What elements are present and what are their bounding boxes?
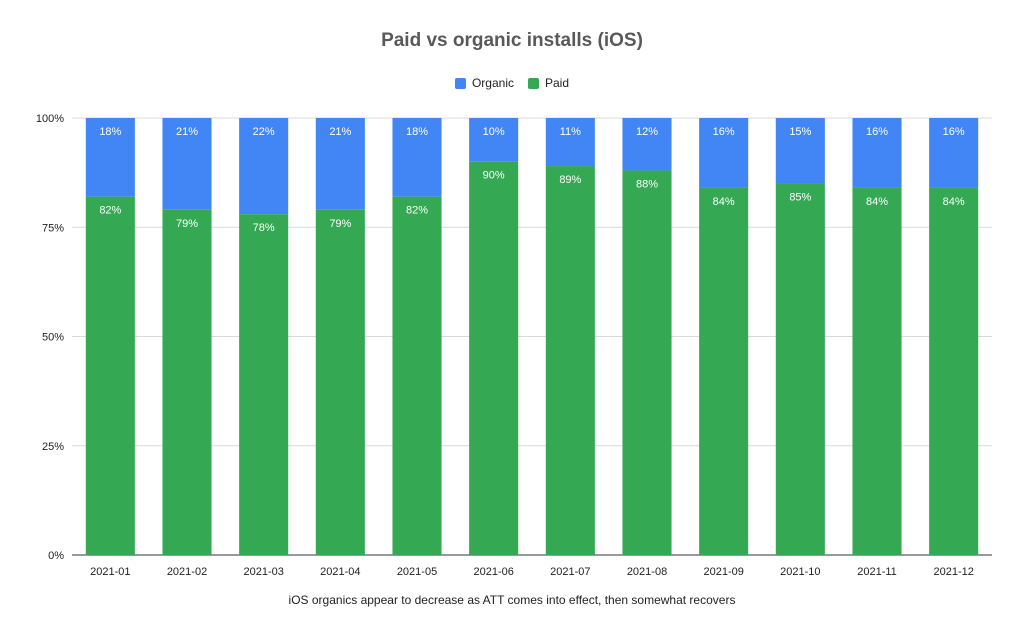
x-tick-label: 2021-11	[857, 566, 897, 578]
x-tick-label: 2021-02	[167, 566, 207, 578]
legend-swatch-paid	[528, 77, 539, 89]
x-tick-label: 2021-01	[90, 566, 130, 578]
y-tick-label: 0%	[48, 550, 64, 562]
data-label: 21%	[329, 126, 351, 138]
data-label: 82%	[406, 205, 428, 217]
bar-segment-paid	[315, 209, 365, 555]
bar-segment-organic	[775, 118, 825, 184]
x-tick-label: 2021-10	[780, 566, 820, 578]
chart-title: Paid vs organic installs (iOS)	[381, 30, 643, 51]
data-label: 18%	[99, 126, 121, 138]
bar-segment-organic	[545, 118, 595, 167]
legend-item-organic[interactable]: Organic	[454, 76, 514, 90]
x-tick-label: 2021-05	[397, 566, 437, 578]
bar-segment-paid	[775, 183, 825, 556]
bar-segment-paid	[622, 170, 672, 555]
data-label: 16%	[943, 126, 965, 138]
legend-swatch-organic	[454, 77, 466, 89]
bar-segment-paid	[699, 187, 749, 556]
y-tick-label: 25%	[42, 441, 64, 453]
data-label: 84%	[713, 196, 735, 208]
x-tick-label: 2021-12	[933, 566, 973, 578]
data-label: 79%	[329, 218, 351, 230]
bar-segment-paid	[929, 187, 979, 556]
data-label: 10%	[483, 126, 505, 138]
legend-label-organic: Organic	[471, 76, 514, 90]
bar-segment-paid	[239, 214, 289, 555]
x-tick-label: 2021-08	[627, 566, 667, 578]
bar-segment-organic	[315, 118, 365, 210]
bar-segment-organic	[852, 118, 902, 188]
y-tick-label: 50%	[42, 332, 64, 344]
bar-segment-paid	[469, 161, 519, 555]
data-label: 89%	[559, 174, 581, 186]
bar-segment-organic	[622, 118, 672, 171]
data-label: 82%	[99, 205, 121, 217]
data-label: 16%	[866, 126, 888, 138]
data-label: 88%	[636, 178, 658, 190]
x-tick-label: 2021-04	[320, 566, 360, 578]
x-tick-label: 2021-03	[243, 566, 283, 578]
bar-segment-organic	[239, 118, 289, 215]
chart-legend: Organic Paid	[0, 76, 1024, 90]
bar-segment-organic	[162, 118, 212, 210]
data-label: 11%	[560, 126, 581, 138]
bar-segment-paid	[852, 187, 902, 556]
data-label: 21%	[176, 126, 198, 138]
data-label: 79%	[176, 218, 198, 230]
bar-segment-paid	[162, 209, 212, 555]
data-label: 22%	[253, 126, 275, 138]
x-tick-label: 2021-07	[550, 566, 590, 578]
bar-segment-organic	[929, 118, 979, 188]
bar-segment-paid	[392, 196, 442, 555]
bar-segment-organic	[85, 118, 135, 197]
x-tick-label: 2021-06	[473, 566, 513, 578]
data-label: 78%	[253, 222, 275, 234]
bar-segment-organic	[392, 118, 442, 197]
bar-segment-organic	[699, 118, 749, 188]
data-label: 18%	[406, 126, 428, 138]
legend-label-paid: Paid	[545, 76, 570, 90]
data-label: 90%	[483, 170, 505, 182]
bar-segment-paid	[545, 166, 595, 555]
legend-item-paid[interactable]: Paid	[528, 76, 569, 90]
x-tick-label: 2021-09	[703, 566, 743, 578]
data-label: 84%	[866, 196, 888, 208]
y-tick-label: 75%	[42, 222, 64, 234]
data-label: 12%	[636, 126, 658, 138]
y-tick-label: 100%	[36, 113, 64, 125]
data-label: 15%	[789, 126, 811, 138]
data-label: 16%	[713, 126, 735, 138]
bar-segment-paid	[85, 196, 135, 555]
data-label: 84%	[943, 196, 965, 208]
bar-segment-organic	[469, 118, 519, 162]
chart-caption: iOS organics appear to decrease as ATT c…	[288, 593, 736, 607]
data-label: 85%	[789, 192, 811, 204]
